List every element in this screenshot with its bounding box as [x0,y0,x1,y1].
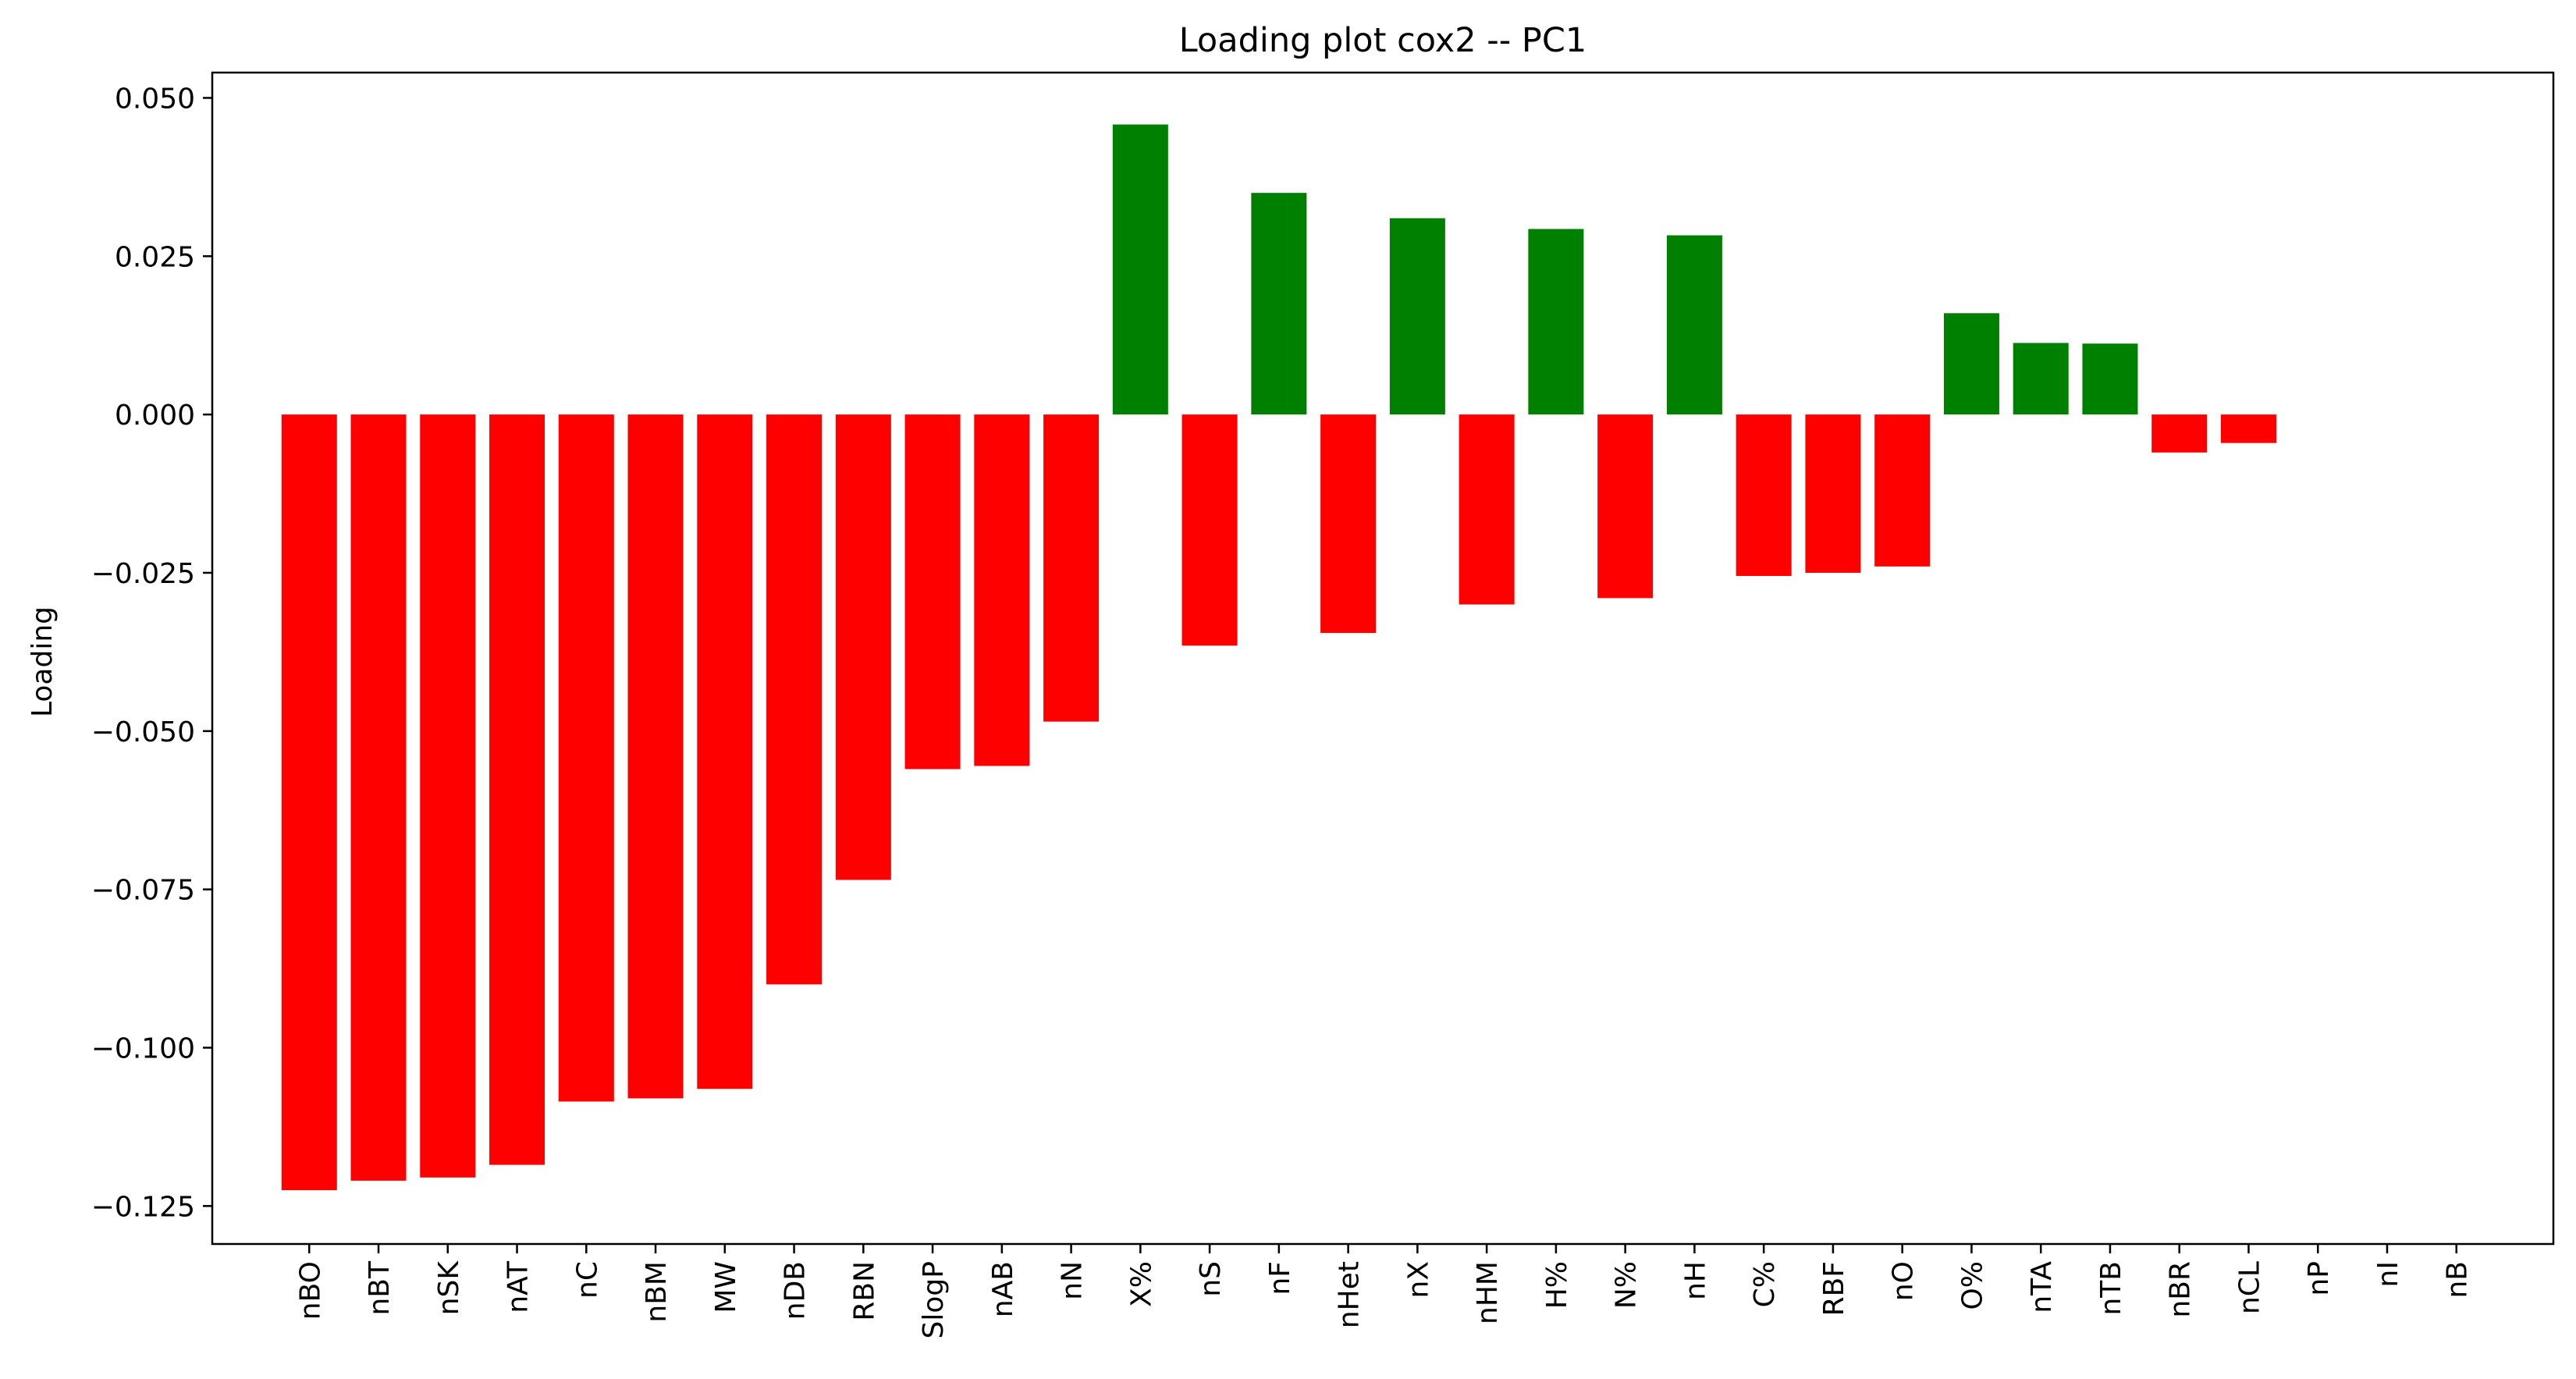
x-tick-label-nBM: nBM [641,1261,673,1323]
y-axis-label: Loading [27,606,59,717]
y-tick-label: −0.025 [91,558,195,590]
x-tick-label-RBF: RBF [1818,1261,1850,1316]
x-tick-label-nHM: nHM [1472,1261,1504,1324]
y-tick-label: 0.050 [115,83,195,115]
x-tick-label-X%: X% [1125,1261,1157,1307]
bar-nAB [974,414,1030,766]
x-tick-label-RBN: RBN [848,1261,880,1321]
x-tick-label-nS: nS [1195,1261,1227,1297]
bar-H% [1528,229,1584,415]
x-tick-label-nAB: nAB [987,1261,1019,1317]
x-tick-label-C%: C% [1749,1261,1781,1307]
x-tick-label-nH: nH [1679,1261,1711,1300]
x-tick-label-nP: nP [2303,1261,2335,1296]
x-tick-label-nO: nO [1888,1261,1920,1301]
bar-RBF [1805,414,1861,573]
bar-nHM [1459,414,1515,605]
bar-nBM [627,414,684,1099]
y-tick-label: −0.075 [91,875,195,907]
bar-SlogP [904,414,961,769]
y-tick-label: −0.100 [91,1032,195,1064]
x-tick-label-N%: N% [1611,1261,1643,1309]
x-tick-label-nDB: nDB [780,1261,812,1320]
x-tick-label-MW: MW [710,1261,742,1313]
bar-nAT [489,414,545,1165]
x-tick-label-nC: nC [571,1261,603,1299]
bar-nDB [766,414,823,985]
bar-nHet [1320,414,1377,634]
bar-nN [1043,414,1100,722]
bar-nTB [2082,343,2138,415]
bar-X% [1112,124,1168,415]
bar-RBN [835,414,891,880]
bar-C% [1736,414,1792,577]
x-tick-label-O%: O% [1956,1261,1988,1310]
y-tick-label: −0.050 [91,716,195,748]
bar-nH [1666,235,1722,415]
bar-nSK [420,414,476,1178]
x-tick-label-SlogP: SlogP [918,1261,950,1338]
y-tick-label: −0.125 [91,1191,195,1223]
x-tick-label-nHet: nHet [1334,1261,1366,1328]
x-axis: nBO nBT nSK nAT nC nBM MW nDB RBN SlogP nAB nN X% nS n… [294,1244,2474,1338]
x-tick-label-nSK: nSK [433,1260,465,1316]
x-tick-label-nTA: nTA [2026,1261,2058,1313]
bar-nBT [350,414,407,1181]
bar-O% [1943,313,1999,415]
chart-title: Loading plot cox2 -- PC1 [1179,21,1587,60]
bar-nBR [2151,414,2208,453]
bar-nTA [2013,343,2069,415]
x-tick-label-nBO: nBO [294,1261,326,1320]
x-tick-label-nX: nX [1402,1261,1434,1298]
bar-nX [1389,218,1445,415]
y-tick-label: 0.000 [115,400,195,432]
bar-nF [1251,193,1307,415]
bar-MW [697,414,753,1089]
bar-nC [558,414,614,1102]
x-tick-label-nBR: nBR [2165,1261,2197,1318]
y-tick-label: 0.025 [115,241,195,273]
bar-nBO [281,414,337,1191]
x-tick-label-nAT: nAT [503,1260,535,1313]
bar-nCL [2220,414,2276,443]
x-tick-label-nF: nF [1264,1261,1296,1295]
bar-nS [1181,414,1238,646]
x-tick-label-nBT: nBT [364,1260,396,1316]
y-axis: 0.050 0.025 0.000 −0.025 −0.050 −0.075 −0.100 −… [91,83,212,1223]
bar-nO [1874,414,1931,567]
x-tick-label-nCL: nCL [2233,1261,2265,1314]
x-tick-label-H%: H% [1541,1261,1573,1309]
x-tick-label-nTB: nTB [2095,1261,2127,1316]
x-tick-label-nN: nN [1057,1261,1089,1300]
plot-frame [211,71,2555,1246]
bar-N% [1597,414,1654,599]
x-tick-label-nB: nB [2442,1261,2474,1299]
x-tick-label-nI: nI [2372,1261,2404,1287]
bars-layer [281,124,2276,1191]
